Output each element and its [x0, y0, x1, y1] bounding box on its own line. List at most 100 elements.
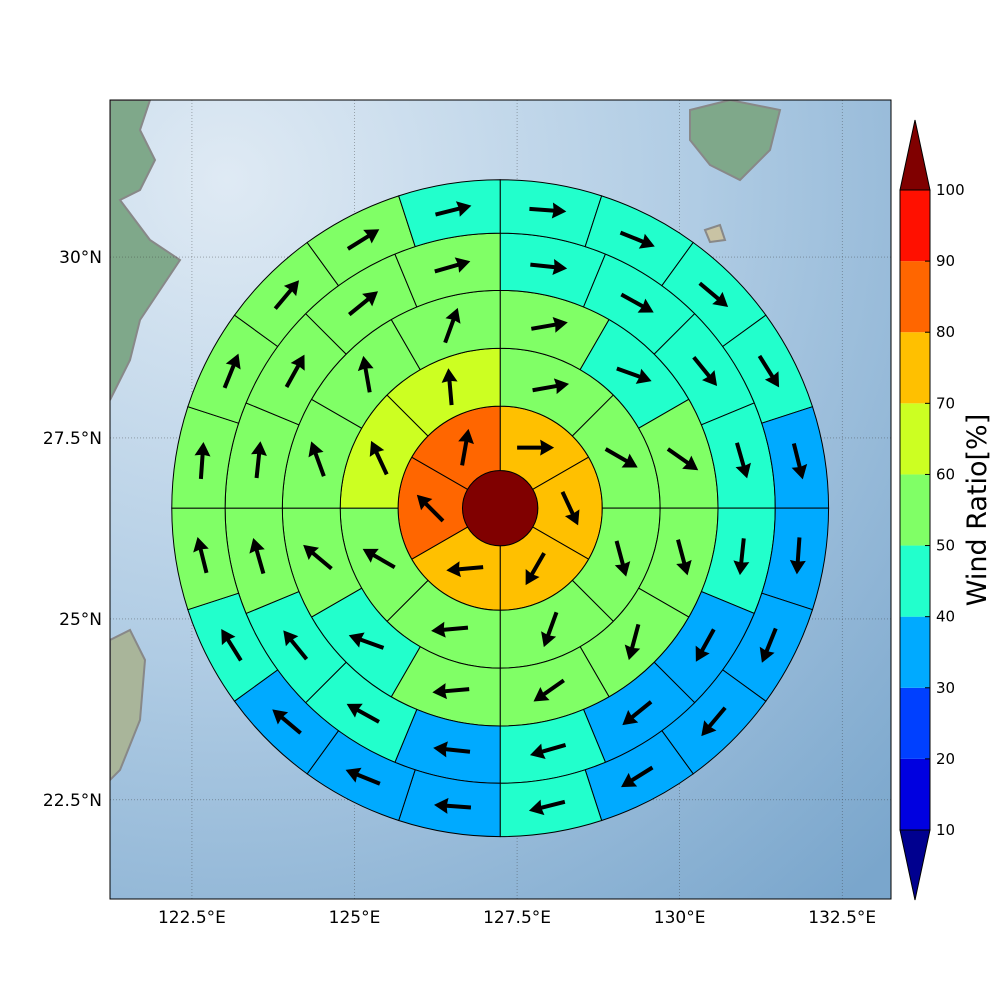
colorbar-label: Wind Ratio[%]	[962, 414, 993, 606]
wind-arrow	[308, 441, 326, 477]
colorbar-tick-label: 90	[936, 252, 955, 270]
y-tick-label: 27.5°N	[43, 429, 102, 449]
wind-arrow	[346, 703, 380, 724]
wind-arrow	[222, 353, 241, 389]
wind-arrow	[416, 494, 445, 523]
colorbar-bin	[900, 758, 930, 830]
wind-arrow	[435, 201, 472, 217]
wind-arrow	[525, 552, 546, 586]
colorbar-tick-label: 40	[936, 608, 955, 626]
wind-arrow	[433, 741, 471, 758]
wind-arrow	[529, 202, 567, 219]
x-tick-label: 125°E	[329, 908, 381, 928]
wind-arrow	[221, 629, 243, 662]
colorbar-tick-label: 50	[936, 537, 955, 555]
wind-arrow	[348, 632, 385, 650]
wind-arrow	[441, 368, 458, 406]
wind-arrow	[458, 428, 474, 466]
wind-arrow	[692, 356, 718, 387]
colorbar-bin	[900, 616, 930, 688]
wind-arrow	[701, 706, 727, 737]
wind-arrow	[733, 538, 750, 576]
colorbar-tick-label: 80	[936, 323, 955, 341]
wind-arrow	[446, 561, 484, 578]
wind-arrow	[530, 259, 568, 275]
wind-arrow	[529, 743, 567, 759]
wind-arrow	[251, 441, 267, 479]
wind-arrow	[619, 230, 655, 249]
wind-arrow	[666, 447, 699, 471]
wind-arrow	[604, 447, 638, 468]
wind-arrow	[622, 700, 653, 726]
plot-frame	[109, 99, 892, 900]
wind-arrow	[532, 378, 570, 395]
colorbar-bin	[900, 687, 930, 759]
wind-arrow	[757, 354, 780, 388]
y-tick-label: 30°N	[59, 248, 102, 268]
x-tick-label: 132.5°E	[808, 908, 876, 928]
wind-arrow	[530, 316, 568, 333]
colorbar-tick-label: 60	[936, 465, 955, 483]
wind-arrow	[193, 536, 209, 574]
wind-arrow	[348, 291, 379, 317]
sector	[398, 179, 501, 248]
wind-arrow	[528, 799, 566, 816]
wind-arrow	[273, 280, 300, 310]
x-tick-label: 127.5°E	[483, 908, 551, 928]
wind-arrow	[517, 439, 555, 456]
wind-arrow	[616, 366, 652, 384]
wind-arrow	[362, 548, 396, 570]
wind-arrow	[434, 257, 471, 274]
colorbar-bin	[900, 403, 930, 475]
wind-arrow	[698, 281, 729, 308]
wind-arrow	[303, 544, 333, 571]
wind-arrow	[346, 229, 380, 251]
wind-arrow	[614, 540, 631, 577]
wind-arrow	[620, 292, 654, 313]
colorbar-bin	[900, 190, 930, 262]
x-tick-label: 130°E	[654, 908, 706, 928]
colorbar-over	[899, 119, 931, 191]
wind-arrow	[621, 765, 654, 788]
colorbar-tick-label: 20	[936, 750, 955, 768]
colorbar-bin	[900, 545, 930, 617]
wind-arrow	[434, 797, 472, 814]
y-tick-label: 22.5°N	[43, 791, 102, 811]
wind-arrow	[789, 537, 806, 575]
colorbar-frame	[899, 189, 931, 831]
colorbar-bin	[900, 332, 930, 404]
wind-arrow	[560, 491, 580, 526]
wind-arrow	[283, 630, 309, 661]
wind-arrow	[759, 627, 778, 663]
wind-arrow	[432, 683, 470, 700]
y-tick-label: 25°N	[59, 610, 102, 630]
wind-arrow	[194, 442, 211, 480]
wind-arrow	[676, 539, 692, 576]
wind-arrow	[695, 628, 716, 662]
colorbar-tick-label: 70	[936, 394, 955, 412]
wind-arrow	[791, 443, 808, 480]
wind-arrow	[541, 611, 559, 648]
wind-arrow	[345, 767, 381, 786]
wind-arrow	[369, 440, 389, 476]
colorbar-bin	[900, 261, 930, 333]
wind-arrow	[533, 678, 565, 702]
colorbar-tick-label: 100	[936, 181, 965, 199]
wind-arrow	[443, 307, 461, 344]
arrows	[193, 201, 808, 816]
colorbar-bin	[900, 474, 930, 546]
wind-arrow	[284, 354, 305, 388]
wind-arrow	[357, 355, 374, 393]
sectors	[171, 179, 830, 838]
wind-arrow	[431, 621, 469, 638]
colorbar: 10 20 30 40 50 60 70 80 90 100	[899, 119, 965, 901]
wind-arrow	[624, 623, 641, 661]
x-tick-label: 122.5°E	[158, 908, 226, 928]
wind-arrow	[735, 442, 751, 479]
wind-arrow	[249, 538, 266, 575]
wind-arrow	[272, 709, 302, 735]
colorbar-tick-label: 10	[936, 821, 955, 839]
colorbar-tick-label: 30	[936, 679, 955, 697]
colorbar-under	[899, 829, 931, 901]
